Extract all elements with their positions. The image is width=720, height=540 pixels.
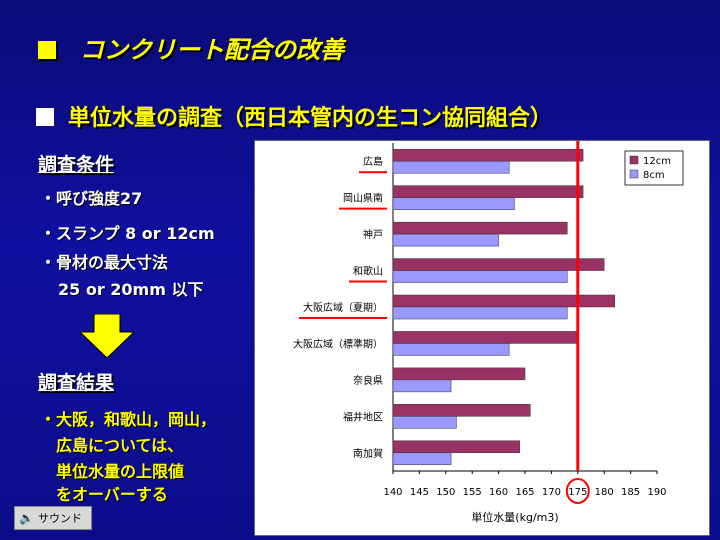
x-tick-label: 160 xyxy=(489,487,508,498)
category-label: 福井地区 xyxy=(343,410,383,423)
upper-limit-circle xyxy=(565,478,590,504)
category-label: 和歌山 xyxy=(353,265,383,278)
bar-12cm xyxy=(392,331,579,344)
page-subtitle-text: 単位水量の調査（西日本管内の生コン協同組合） xyxy=(68,106,553,131)
x-tick-label: 180 xyxy=(595,487,614,498)
water-content-chart: 広島岡山県南神戸和歌山大阪広域（夏期） 大阪広域（標準期） 奈良県福井地区南加賀 14… xyxy=(254,140,710,536)
speaker-icon: 🔈 xyxy=(19,511,34,525)
bar-8cm xyxy=(392,416,457,429)
x-tick-label: 150 xyxy=(436,487,455,498)
x-tick-label: 155 xyxy=(463,487,482,498)
result-line: ・大阪，和歌山，岡山， xyxy=(40,410,217,429)
results-heading: 調査結果 xyxy=(38,372,115,394)
bar-12cm xyxy=(392,404,531,417)
bullet-square-icon xyxy=(38,41,56,59)
bar-12cm xyxy=(392,221,568,235)
bar-8cm xyxy=(392,379,452,393)
bar-8cm xyxy=(392,452,452,466)
sound-button-label: サウンド xyxy=(37,512,82,525)
x-tick-label: 185 xyxy=(621,487,640,498)
sound-button[interactable]: 🔈 サウンド xyxy=(14,506,92,530)
bar-12cm xyxy=(392,440,520,454)
conditions-heading: 調査条件 xyxy=(38,154,115,176)
x-tick-label: 170 xyxy=(542,487,561,498)
page-title: コンクリート配合の改善 xyxy=(38,30,344,65)
down-arrow-icon xyxy=(80,314,134,358)
condition-item: ・呼び強度27 xyxy=(40,189,143,208)
bar-8cm xyxy=(392,233,499,247)
bar-8cm xyxy=(392,160,510,174)
condition-item: ・スランプ 8 or 12cm xyxy=(40,224,215,243)
bar-8cm xyxy=(392,343,510,356)
legend-label: 12cm xyxy=(643,156,671,167)
bar-12cm xyxy=(392,294,616,308)
condition-item: ・骨材の最大寸法 xyxy=(40,253,169,272)
bar-12cm xyxy=(392,258,605,271)
page-subtitle: 単位水量の調査（西日本管内の生コン協同組合） xyxy=(36,100,552,132)
legend-swatch xyxy=(629,169,639,179)
bar-8cm xyxy=(392,270,568,283)
category-label: 神戸 xyxy=(363,228,383,241)
result-line: 単位水量の上限値 xyxy=(56,462,185,481)
x-tick-label: 140 xyxy=(383,487,402,498)
category-label: 大阪広域（夏期） xyxy=(303,301,383,314)
bar-8cm xyxy=(392,306,568,320)
x-tick-label: 190 xyxy=(647,487,666,498)
bar-12cm xyxy=(392,185,584,198)
category-label: 大阪広域（標準期） xyxy=(293,337,383,350)
category-label: 岡山県南 xyxy=(343,192,383,205)
bullet-square-icon xyxy=(36,108,54,126)
legend-label: 8cm xyxy=(643,170,665,181)
result-line: 広島については、 xyxy=(56,436,184,455)
x-axis-title: 単位水量(kg/m3) xyxy=(471,510,558,524)
result-line: をオーバーする xyxy=(56,485,168,504)
x-tick-label: 175 xyxy=(568,487,587,498)
x-tick-label: 145 xyxy=(410,487,429,498)
bar-8cm xyxy=(392,197,515,210)
category-label: 広島 xyxy=(363,155,383,168)
legend-swatch xyxy=(629,155,639,165)
bar-12cm xyxy=(392,148,584,162)
bar-12cm xyxy=(392,367,526,381)
page-title-text: コンクリート配合の改善 xyxy=(80,36,344,64)
condition-item: 25 or 20mm 以下 xyxy=(58,280,204,299)
category-label: 奈良県 xyxy=(353,374,383,387)
x-tick-label: 165 xyxy=(515,487,534,498)
category-label: 南加賀 xyxy=(353,447,383,460)
